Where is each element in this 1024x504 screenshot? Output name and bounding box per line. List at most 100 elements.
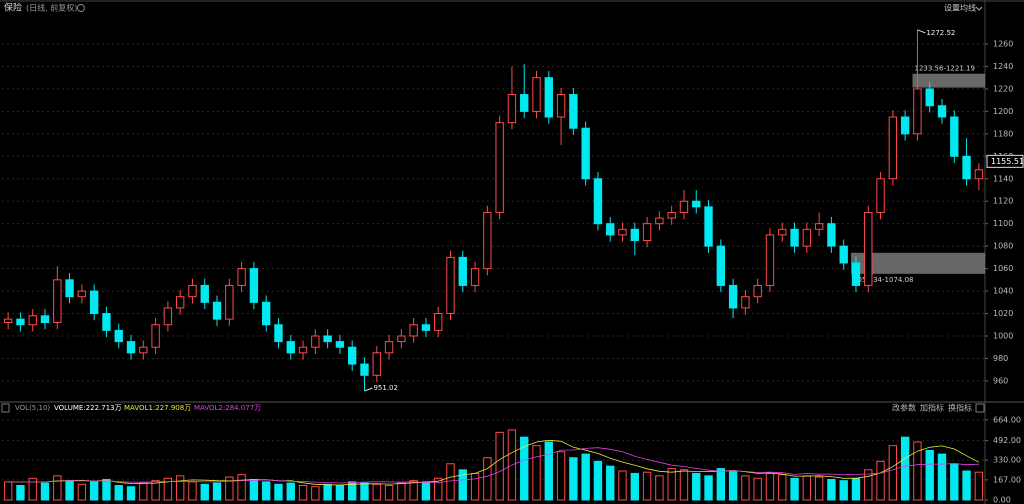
candle-body bbox=[311, 335, 320, 348]
candle-body bbox=[962, 155, 971, 180]
volume-ma-line bbox=[8, 447, 979, 484]
y-tick-label: 1240 bbox=[993, 62, 1013, 71]
volume-bar bbox=[900, 436, 910, 501]
volume-bar bbox=[335, 485, 345, 501]
candle-body bbox=[335, 341, 345, 348]
candle-body bbox=[507, 94, 517, 124]
volume-bar bbox=[249, 478, 259, 501]
close-icon[interactable] bbox=[975, 403, 985, 413]
volume-bar bbox=[520, 436, 529, 501]
candle-body bbox=[40, 315, 50, 324]
vol-button[interactable]: 加指标 bbox=[920, 403, 944, 413]
candle-body bbox=[421, 324, 431, 331]
volume-bar bbox=[618, 470, 627, 501]
volume-bar bbox=[495, 431, 504, 501]
candle-body bbox=[778, 228, 787, 236]
y-tick-label: 960 bbox=[993, 376, 1008, 385]
volume-bar bbox=[274, 483, 283, 501]
candle-body bbox=[397, 335, 406, 343]
y-tick-label: 1100 bbox=[993, 219, 1013, 228]
y-tick-label: 1040 bbox=[993, 287, 1013, 296]
candle-body bbox=[200, 284, 209, 303]
candle-body bbox=[802, 228, 812, 247]
min-pointer bbox=[364, 387, 373, 392]
candle-body bbox=[692, 200, 701, 208]
candle-body bbox=[163, 307, 173, 326]
volume-bar bbox=[114, 485, 123, 501]
volume-bar bbox=[470, 472, 480, 501]
candle-body bbox=[974, 169, 984, 180]
volume-bar bbox=[581, 453, 590, 501]
mavol1-value: MAVOL1:227.908万 bbox=[124, 404, 191, 412]
y-tick-label: 1260 bbox=[993, 40, 1013, 49]
candle-body bbox=[212, 301, 222, 320]
settings-icon[interactable] bbox=[77, 4, 85, 12]
volume-bar bbox=[802, 475, 812, 501]
candle-body bbox=[790, 228, 799, 247]
volume-bar bbox=[261, 481, 271, 501]
volume-bar bbox=[765, 472, 775, 501]
candle-body bbox=[679, 200, 689, 213]
candle-body bbox=[864, 211, 873, 286]
candle-body bbox=[741, 296, 750, 309]
volume-bar bbox=[532, 445, 541, 501]
dropdown-icon bbox=[975, 6, 983, 11]
y-tick-label: 1020 bbox=[993, 309, 1013, 318]
volume-bar bbox=[89, 481, 99, 501]
candle-body bbox=[753, 284, 762, 298]
volume-bar bbox=[434, 477, 443, 501]
candle-body bbox=[372, 352, 381, 376]
volume-bar bbox=[175, 475, 185, 501]
min-label: 951.02 bbox=[373, 384, 398, 392]
candle-body bbox=[483, 211, 492, 270]
candle-body bbox=[16, 318, 25, 326]
candle-body bbox=[89, 290, 99, 315]
y-tick-label: 1000 bbox=[993, 331, 1013, 340]
volume-bar bbox=[655, 475, 664, 501]
candle-body bbox=[667, 211, 676, 219]
vol-header: VOL(5,10) bbox=[15, 404, 50, 412]
candle-body bbox=[704, 206, 713, 247]
candle-body bbox=[814, 223, 824, 230]
volume-bar bbox=[323, 483, 332, 501]
vol-button[interactable]: 换指标 bbox=[948, 403, 972, 413]
candle-body bbox=[298, 346, 308, 354]
vol-button[interactable]: 改参数 bbox=[892, 403, 916, 413]
max-pointer bbox=[917, 29, 926, 34]
volume-bar bbox=[962, 470, 971, 501]
candle-body bbox=[716, 245, 726, 286]
candle-body bbox=[655, 217, 664, 225]
candle-body bbox=[261, 301, 271, 326]
candle-body bbox=[556, 94, 566, 118]
help-icon[interactable] bbox=[1, 403, 10, 413]
candle-body bbox=[151, 324, 160, 348]
volume-bar bbox=[483, 457, 492, 501]
y-tick-label: 980 bbox=[993, 354, 1008, 363]
ma-setting[interactable]: 设置均线 bbox=[944, 3, 976, 13]
last-price-box bbox=[986, 154, 1024, 168]
volume-bar bbox=[556, 451, 566, 501]
candle-body bbox=[520, 94, 529, 112]
volume-bar bbox=[950, 463, 959, 501]
volume-bar bbox=[28, 477, 37, 501]
zone-label: 1055.34-1074.08 bbox=[853, 276, 913, 284]
volume-bar bbox=[827, 478, 836, 501]
candle-body bbox=[569, 94, 578, 129]
candle-body bbox=[593, 178, 603, 225]
volume-bar bbox=[163, 477, 173, 501]
zone-label: 1233.56-1221.19 bbox=[915, 65, 975, 73]
candle-body bbox=[458, 256, 467, 286]
volume-bar bbox=[790, 477, 799, 501]
candle-body bbox=[323, 335, 332, 343]
volume-bar bbox=[753, 477, 762, 501]
volume-bar bbox=[237, 474, 246, 501]
candle-body bbox=[434, 313, 443, 331]
candle-body bbox=[925, 88, 934, 107]
volume-bar bbox=[40, 482, 50, 501]
volume-bar bbox=[913, 441, 922, 501]
volume-bar bbox=[53, 475, 62, 501]
max-label: 1272.52 bbox=[926, 29, 955, 37]
volume-bar bbox=[446, 463, 455, 501]
